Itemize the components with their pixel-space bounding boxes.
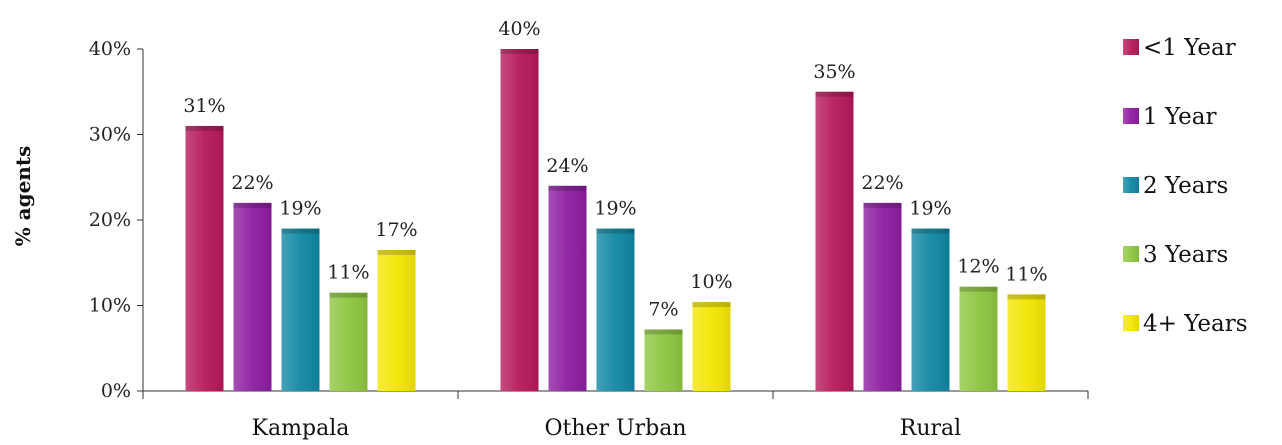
bar-cap <box>911 228 950 234</box>
data-label: 12% <box>957 256 999 278</box>
bar-gloss <box>596 228 635 391</box>
bar-cap <box>692 302 731 308</box>
legend-swatch-gloss <box>1123 39 1139 55</box>
legend-swatch-gloss <box>1123 246 1139 262</box>
y-tick-label: 30% <box>89 124 131 146</box>
legend-swatch-gloss <box>1123 108 1139 124</box>
bar-cap <box>185 125 224 131</box>
y-tick-label: 40% <box>89 38 131 60</box>
bar-gloss <box>281 228 320 391</box>
data-label: 19% <box>909 198 951 220</box>
bar-cap <box>281 228 320 234</box>
data-label: 11% <box>1005 263 1047 285</box>
data-label: 24% <box>546 155 588 177</box>
bar-gloss <box>377 249 416 391</box>
data-label: 19% <box>594 198 636 220</box>
bar-cap <box>815 91 854 97</box>
data-label: 35% <box>813 61 855 83</box>
bar-cap <box>377 249 416 255</box>
bar-gloss <box>692 302 731 391</box>
bar-cap <box>644 329 683 335</box>
bar-gloss <box>185 125 224 391</box>
legend-label: 2 Years <box>1143 173 1228 199</box>
y-axis: 0% 10% 20% 30% 40% <box>89 38 144 402</box>
bar-gloss <box>329 292 368 391</box>
data-label: 31% <box>183 95 225 117</box>
legend-label: 4+ Years <box>1143 311 1248 337</box>
data-label: 19% <box>279 198 321 220</box>
data-labels: 31% 22% 19% 11% 17% 40% 24% 19% 7% 10% 35% 22% 19% 12… <box>183 18 1047 320</box>
data-label: 7% <box>648 298 678 320</box>
bar-gloss <box>233 202 272 391</box>
bar-cap <box>1007 294 1046 300</box>
bar-cap <box>548 185 587 191</box>
bar-gloss <box>548 185 587 391</box>
legend-swatch-gloss <box>1123 315 1139 331</box>
legend: <1 Year 1 Year 2 Years 3 Years 4+ Years <box>1123 35 1248 337</box>
bar-cap <box>500 49 539 54</box>
bar-gloss <box>644 329 683 391</box>
y-axis-title: % agents <box>11 146 35 247</box>
bar-gloss <box>911 228 950 391</box>
bar-gloss <box>500 49 539 391</box>
bar-gloss <box>959 286 998 391</box>
data-label: 40% <box>498 18 540 40</box>
x-category-label: Kampala <box>252 416 350 441</box>
y-tick-label: 10% <box>89 295 131 317</box>
legend-swatch-gloss <box>1123 177 1139 193</box>
y-tick-label: 20% <box>89 209 131 231</box>
legend-label: 3 Years <box>1143 242 1228 268</box>
bar-cap <box>959 286 998 292</box>
data-label: 22% <box>231 172 273 194</box>
bar-gloss <box>1007 294 1046 391</box>
x-category-label: Rural <box>900 416 961 441</box>
bar-cap <box>329 292 368 298</box>
bar-cap <box>233 202 272 208</box>
legend-label: 1 Year <box>1143 104 1216 130</box>
data-label: 17% <box>375 219 417 241</box>
bar-gloss <box>863 202 902 391</box>
data-label: 10% <box>690 271 732 293</box>
x-category-label: Other Urban <box>544 416 686 441</box>
bar-gloss <box>815 91 854 391</box>
data-label: 11% <box>327 262 369 284</box>
bars <box>185 49 1046 391</box>
x-axis: Kampala Other Urban Rural <box>142 390 1089 441</box>
y-tick-label: 0% <box>101 380 131 402</box>
bar-cap <box>596 228 635 234</box>
data-label: 22% <box>861 172 903 194</box>
legend-label: <1 Year <box>1143 35 1236 61</box>
bar-cap <box>863 202 902 208</box>
